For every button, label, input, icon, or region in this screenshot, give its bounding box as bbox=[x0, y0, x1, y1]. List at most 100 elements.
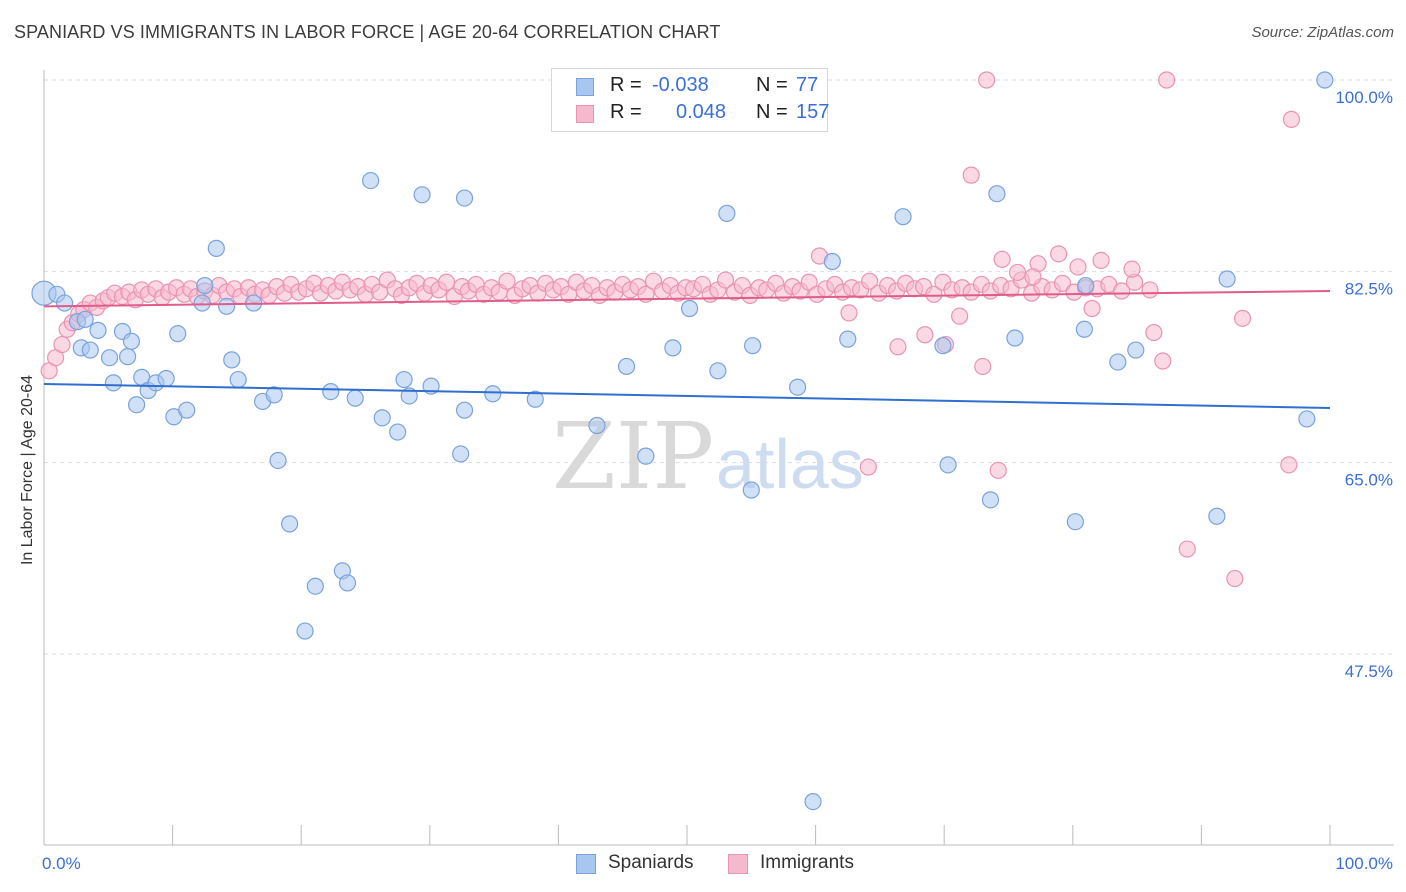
spaniards-point bbox=[981, 491, 1000, 509]
spaniards-point bbox=[218, 297, 236, 315]
y-tick-label: 65.0% bbox=[1345, 471, 1393, 490]
spaniards-point bbox=[788, 378, 807, 396]
bottom-legend-swatch-spaniards bbox=[576, 854, 596, 874]
spaniards-point bbox=[122, 332, 141, 350]
spaniards-point bbox=[76, 310, 94, 329]
legend-swatch-immigrants bbox=[576, 105, 594, 123]
immigrants-point bbox=[1178, 540, 1196, 558]
spaniards-point bbox=[269, 451, 287, 470]
bottom-legend-label-spaniards: Spaniards bbox=[608, 852, 694, 873]
immigrants-point bbox=[840, 304, 858, 322]
spaniards-point bbox=[1316, 71, 1334, 89]
y-tick-label: 82.5% bbox=[1345, 279, 1393, 298]
legend-r-label: R = bbox=[610, 74, 642, 96]
spaniards-point bbox=[395, 370, 413, 389]
x-tick-label: 0.0% bbox=[42, 854, 81, 873]
immigrants-point bbox=[861, 272, 879, 290]
immigrants-point bbox=[1282, 110, 1301, 128]
spaniards-point bbox=[588, 416, 606, 435]
immigrants-point bbox=[716, 271, 735, 289]
spaniards-point bbox=[373, 409, 391, 427]
spaniards-point bbox=[413, 186, 431, 204]
immigrants-point bbox=[1053, 274, 1072, 292]
spaniards-point bbox=[169, 325, 187, 343]
x-tick-label: 100.0% bbox=[1335, 854, 1393, 873]
spaniards-point bbox=[118, 348, 137, 366]
spaniards-point bbox=[196, 276, 214, 295]
y-tick-label: 47.5% bbox=[1345, 662, 1393, 681]
spaniards-point bbox=[81, 341, 99, 359]
immigrants-point bbox=[962, 166, 980, 184]
spaniards-point bbox=[934, 337, 952, 355]
immigrants-point bbox=[925, 285, 943, 303]
spaniards-point bbox=[939, 456, 957, 474]
spaniards-point bbox=[1066, 513, 1084, 531]
legend-r-label: R = bbox=[610, 101, 642, 123]
spaniards-point bbox=[265, 386, 283, 404]
immigrants-point bbox=[1069, 258, 1087, 276]
spaniards-point bbox=[127, 396, 146, 414]
spaniards-point bbox=[988, 185, 1006, 203]
spaniards-point bbox=[1109, 353, 1127, 371]
spaniards-point bbox=[338, 574, 357, 592]
spaniards-point bbox=[804, 792, 822, 811]
tick-labels: 47.5% 65.0% 82.5% 100.0% 0.0% 100.0% bbox=[42, 88, 1393, 873]
immigrants-point bbox=[1008, 263, 1027, 282]
immigrants-point bbox=[889, 338, 907, 356]
spaniards-point bbox=[362, 171, 380, 190]
immigrants-point bbox=[1141, 281, 1159, 299]
legend-n-value: 157 bbox=[796, 101, 830, 123]
bottom-legend-label-immigrants: Immigrants bbox=[760, 852, 854, 873]
immigrants-point bbox=[951, 307, 969, 325]
spaniards-point bbox=[526, 390, 544, 408]
spaniards-point bbox=[157, 369, 175, 388]
immigrants-point bbox=[1024, 268, 1042, 286]
legend-r-value: 0.048 bbox=[676, 101, 727, 123]
immigrants-point bbox=[916, 326, 934, 344]
immigrants-point bbox=[1050, 245, 1068, 263]
spaniards-point bbox=[742, 481, 760, 499]
immigrants-point bbox=[1092, 251, 1110, 269]
legend-r-value: -0.038 bbox=[652, 74, 709, 96]
immigrants-point bbox=[1233, 309, 1252, 327]
spaniards-point bbox=[322, 383, 340, 401]
spaniards-point bbox=[1075, 320, 1093, 338]
spaniards-point bbox=[894, 208, 912, 226]
immigrants-point bbox=[498, 272, 516, 290]
spaniards-point bbox=[281, 515, 299, 533]
spaniards-point bbox=[680, 299, 699, 318]
immigrants-point bbox=[800, 273, 818, 291]
watermark-atlas: atlas bbox=[716, 425, 864, 503]
spaniards-point bbox=[306, 577, 324, 595]
spaniards-point bbox=[100, 349, 119, 367]
spaniards-point bbox=[664, 339, 682, 357]
legend-n-label: N = bbox=[756, 74, 788, 96]
legend-swatch-spaniards bbox=[576, 78, 594, 96]
spaniards-point bbox=[229, 370, 247, 389]
spaniards-point bbox=[55, 294, 74, 312]
bottom-legend-swatch-immigrants bbox=[728, 854, 748, 874]
spaniards-point bbox=[452, 445, 470, 463]
spaniards-point bbox=[178, 401, 196, 419]
spaniards-point bbox=[743, 337, 762, 355]
y-tick-label: 100.0% bbox=[1335, 88, 1393, 107]
immigrants-point bbox=[53, 335, 71, 354]
spaniards-point bbox=[389, 423, 407, 441]
spaniards-point bbox=[1127, 341, 1145, 359]
immigrants-point bbox=[1226, 569, 1244, 588]
spaniards-point bbox=[709, 362, 727, 380]
source-label: Source: ZipAtlas.com bbox=[1251, 24, 1394, 41]
spaniards-point bbox=[346, 389, 364, 407]
spaniards-point bbox=[718, 204, 736, 222]
spaniards-point bbox=[1006, 329, 1024, 347]
spaniards-point bbox=[1077, 276, 1095, 295]
legend-n-label: N = bbox=[756, 101, 788, 123]
spaniards-points bbox=[31, 71, 1334, 811]
axes bbox=[43, 70, 1394, 846]
spaniards-point bbox=[193, 294, 211, 312]
spaniards-point bbox=[1298, 410, 1316, 428]
immigrants-point bbox=[1123, 260, 1141, 278]
correlation-legend: R = -0.038 N = 77 R = 0.048 N = 157 bbox=[551, 68, 830, 132]
legend-n-value: 77 bbox=[796, 74, 819, 96]
